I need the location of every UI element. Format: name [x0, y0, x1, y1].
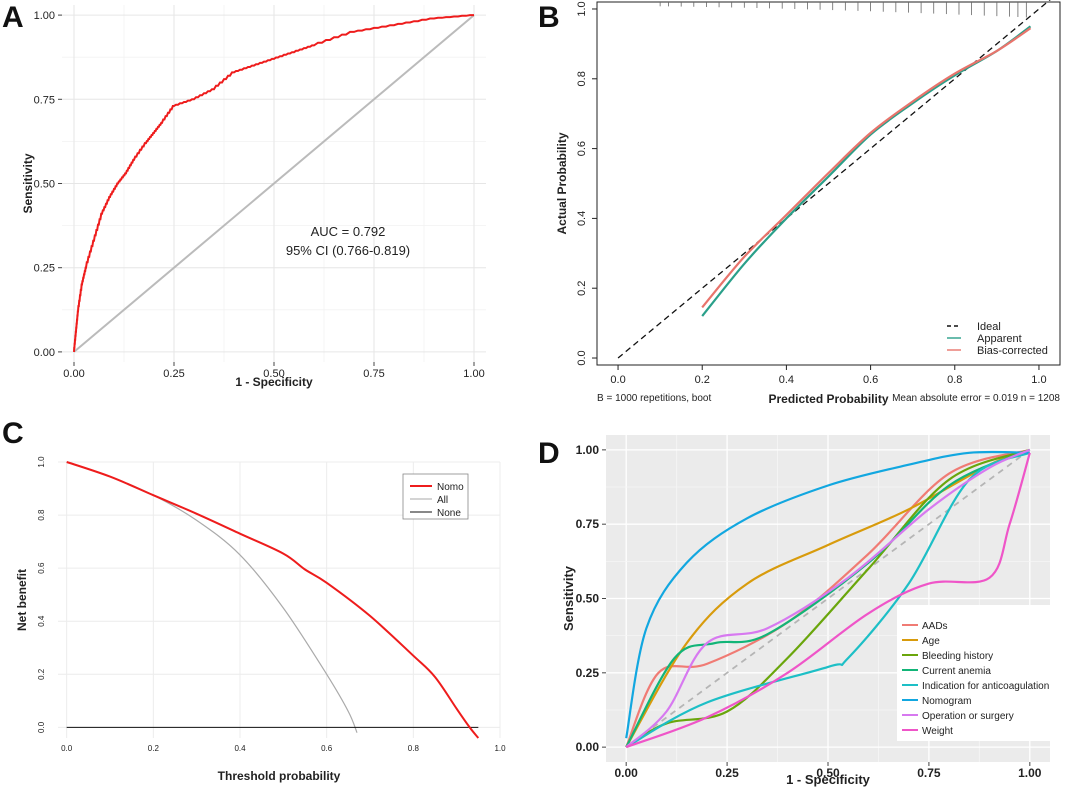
x-tick-label: 0.8 [947, 374, 962, 386]
legend-label: Age [922, 636, 940, 647]
legend-label: Bias-corrected [977, 345, 1048, 357]
legend-label: AADs [922, 621, 948, 632]
legend-label: All [437, 495, 448, 506]
reference-diagonal [73, 14, 475, 353]
y-axis-title: Sensitivity [561, 565, 576, 631]
y-tick-label: 0.0 [576, 350, 588, 365]
panel-letter-a: A [2, 1, 24, 34]
legend-label: Operation or surgery [922, 711, 1014, 722]
y-tick-label: 0.8 [37, 509, 46, 521]
x-tick-label: 0.25 [715, 766, 739, 780]
plot-frame [596, 1, 1061, 366]
y-tick-label: 0.75 [576, 517, 600, 531]
x-tick-label: 0.8 [408, 744, 420, 753]
y-tick-label: 1.0 [37, 456, 46, 468]
x-tick-label: 1.0 [1031, 374, 1046, 386]
panel-letter-b: B [538, 1, 560, 34]
y-tick-label: 0.00 [576, 740, 600, 754]
y-tick-label: 0.6 [37, 562, 46, 574]
y-axis-title: Sensitivity [21, 153, 35, 213]
apparent-line [701, 25, 1032, 317]
legend-label: Current anemia [922, 666, 991, 677]
y-tick-label: 0.75 [34, 94, 55, 106]
chart-b-calibration: 0.0 0.2 0.4 0.6 0.8 1.0 0.0 0.2 0.4 0.6 0.8 1.0 Idea… [555, 0, 1061, 406]
y-tick-label: 0.8 [576, 71, 588, 86]
chart-c-decision-curve: 0.0 0.2 0.4 0.6 0.8 1.0 0.0 0.2 0.4 0.6 0.8 1.0 Nomo… [15, 456, 506, 783]
x-tick-label: 0.75 [917, 766, 941, 780]
footer-right: Mean absolute error = 0.019 n = 1208 [892, 393, 1060, 404]
chart-a-roc: 0.00 0.25 0.50 0.75 1.00 0.00 0.25 0.50 0.75 1.00… [21, 5, 486, 389]
y-tick-label: 1.00 [34, 10, 55, 22]
legend-label: Ideal [977, 321, 1001, 333]
panel-letter-c: C [2, 417, 24, 450]
ci-annotation: 95% CI (0.766-0.819) [286, 243, 410, 258]
y-axis-title: Actual Probability [555, 132, 569, 234]
x-axis-title: Predicted Probability [768, 392, 888, 406]
y-tick-label: 0.25 [576, 666, 600, 680]
x-tick-label: 0.6 [863, 374, 878, 386]
auc-annotation: AUC = 0.792 [311, 224, 386, 239]
x-tick-label: 1.00 [463, 368, 484, 380]
x-tick-label: 0.6 [321, 744, 333, 753]
roc-line-nomogram [625, 450, 1030, 739]
x-tick-label: 0.0 [61, 744, 73, 753]
y-tick-label: 0.50 [576, 592, 600, 606]
x-tick-label: 0.4 [234, 744, 246, 753]
footer-left: B = 1000 repetitions, boot [597, 393, 711, 404]
roc-line-operation-or-surgery [625, 448, 1031, 748]
x-tick-label: 0.2 [148, 744, 160, 753]
y-tick-label: 1.0 [576, 1, 588, 16]
legend-label: Weight [922, 726, 953, 737]
roc-line-current-anemia [625, 448, 1031, 748]
x-axis-title: Threshold probability [218, 769, 341, 783]
bias-corrected-line [701, 27, 1032, 309]
x-tick-label: 1.0 [494, 744, 506, 753]
y-axis-title: Net benefit [15, 569, 29, 631]
y-tick-label: 0.4 [576, 211, 588, 226]
nomo-line [66, 461, 480, 739]
legend-label: Apparent [977, 333, 1022, 345]
x-tick-label: 0.25 [163, 368, 184, 380]
y-tick-label: 0.00 [34, 347, 55, 359]
roc-line-weight [625, 452, 1031, 749]
x-axis-title: 1 - Specificity [235, 375, 313, 389]
roc-curve [73, 14, 474, 352]
y-tick-label: 0.0 [37, 721, 46, 733]
x-tick-label: 0.00 [615, 766, 639, 780]
x-tick-label: 0.4 [779, 374, 794, 386]
y-tick-label: 0.25 [34, 263, 55, 275]
x-tick-label: 0.50 [816, 766, 840, 780]
legend-label: None [437, 508, 461, 519]
legend-label: Bleeding history [922, 651, 993, 662]
x-tick-label: 0.0 [610, 374, 625, 386]
x-tick-label: 0.75 [363, 368, 384, 380]
y-tick-label: 0.4 [37, 615, 46, 627]
chart-d-roc-predictors: 0.00 0.25 0.50 0.75 1.00 0.00 0.25 0.50 0.75 1.00… [561, 435, 1055, 787]
y-tick-label: 0.2 [37, 668, 46, 680]
panel-letter-d: D [538, 437, 560, 470]
x-tick-label: 0.00 [63, 368, 84, 380]
y-tick-label: 0.6 [576, 141, 588, 156]
roc-line-bleeding-history [625, 448, 1031, 749]
legend-label: Nomogram [922, 696, 971, 707]
x-tick-label: 0.50 [263, 368, 284, 380]
y-tick-label: 1.00 [576, 443, 600, 457]
x-tick-label: 1.00 [1018, 766, 1042, 780]
x-tick-label: 0.2 [695, 374, 710, 386]
legend-label: Indication for anticoagulation [922, 681, 1049, 692]
y-tick-label: 0.2 [576, 281, 588, 296]
y-tick-label: 0.50 [34, 179, 55, 191]
ideal-line [617, 0, 1051, 359]
x-axis-title: 1 - Specificity [786, 772, 871, 787]
legend-box [897, 605, 1055, 741]
legend-label: Nomo [437, 482, 464, 493]
